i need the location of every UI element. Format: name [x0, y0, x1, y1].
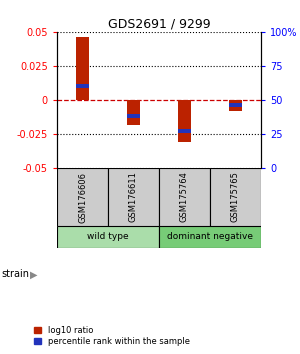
- Text: dominant negative: dominant negative: [167, 232, 253, 241]
- Text: wild type: wild type: [87, 232, 129, 241]
- Text: GSM175764: GSM175764: [180, 172, 189, 222]
- Bar: [178, 129, 190, 133]
- Bar: [76, 37, 89, 100]
- Bar: [159, 226, 261, 248]
- Bar: [230, 103, 242, 108]
- Bar: [210, 168, 261, 226]
- Bar: [159, 168, 210, 226]
- Text: GSM176611: GSM176611: [129, 172, 138, 222]
- Legend: log10 ratio, percentile rank within the sample: log10 ratio, percentile rank within the …: [34, 326, 190, 346]
- Text: GSM176606: GSM176606: [78, 172, 87, 223]
- Text: GSM175765: GSM175765: [231, 172, 240, 222]
- Title: GDS2691 / 9299: GDS2691 / 9299: [108, 18, 210, 31]
- Bar: [76, 84, 88, 88]
- Text: ▶: ▶: [30, 269, 38, 279]
- Bar: [108, 168, 159, 226]
- Bar: [128, 114, 140, 118]
- Bar: [57, 226, 159, 248]
- Bar: [229, 100, 242, 111]
- Bar: [57, 168, 108, 226]
- Bar: [178, 100, 191, 142]
- Bar: [127, 100, 140, 125]
- Text: strain: strain: [2, 269, 29, 279]
